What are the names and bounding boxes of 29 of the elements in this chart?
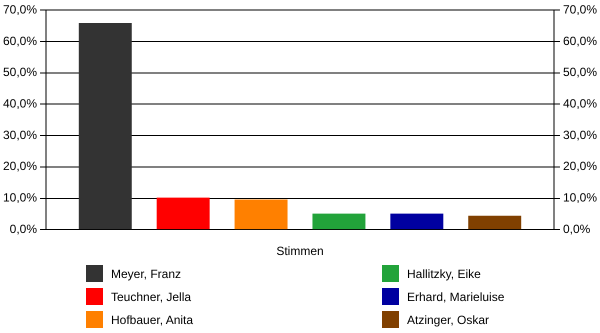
bar xyxy=(468,216,522,230)
y-tick-label: 20,0% xyxy=(2,159,38,174)
y-tick-label: 70,0% xyxy=(2,2,38,17)
y-tick-label: 40,0% xyxy=(2,96,38,111)
text: 20,0% xyxy=(562,159,598,174)
x-tick-label: Stimmen xyxy=(276,244,324,258)
text: 0,0% xyxy=(562,222,590,236)
y-tick-label: 0,0% xyxy=(10,222,38,236)
legend-label: Erhard, Marieluise xyxy=(407,290,504,304)
bar xyxy=(234,200,288,230)
bar xyxy=(78,23,132,230)
bar xyxy=(312,214,366,230)
y-tick-label: 30,0% xyxy=(2,128,38,142)
y-tick-label: 10,0% xyxy=(2,190,38,205)
legend-label: Hallitzky, Eike xyxy=(407,266,481,280)
text: 30,0% xyxy=(562,128,598,142)
text: 50,0% xyxy=(562,65,598,80)
text: 40,0% xyxy=(562,96,598,111)
y-tick-label: 60,0% xyxy=(2,34,38,48)
bar xyxy=(156,198,210,230)
legend-label: Atzinger, Oskar xyxy=(407,312,490,326)
text: 70,0% xyxy=(562,2,598,17)
legend-label: Meyer, Franz xyxy=(111,266,182,280)
y-tick-label: 50,0% xyxy=(2,65,38,80)
bar xyxy=(390,214,444,230)
text: 10,0% xyxy=(562,190,598,205)
text: 60,0% xyxy=(562,34,598,48)
legend-label: Teuchner, Jella xyxy=(111,290,192,304)
legend-label: Hofbauer, Anita xyxy=(111,312,194,326)
